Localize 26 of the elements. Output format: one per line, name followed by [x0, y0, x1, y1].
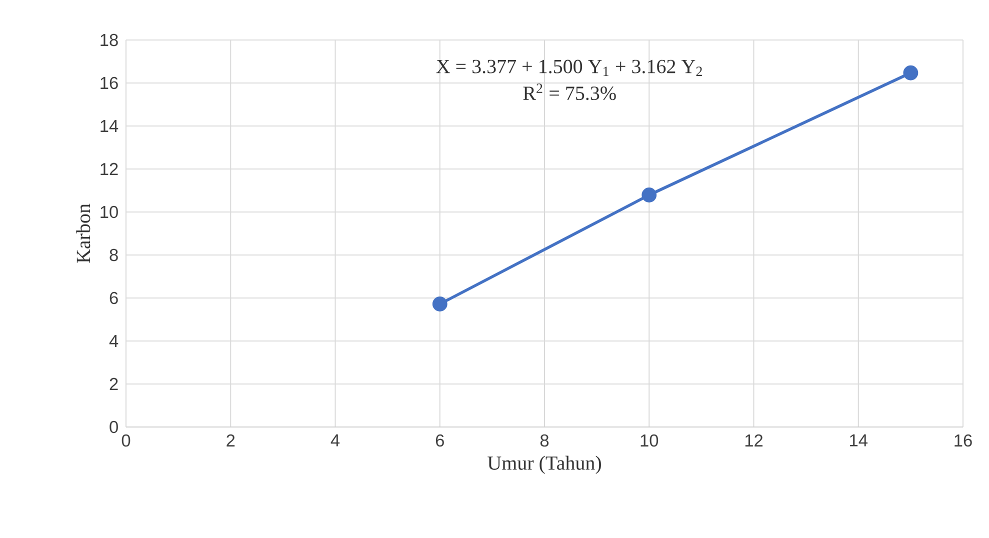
y-tick-label: 14 [100, 120, 118, 132]
x-tick-label: 14 [850, 434, 868, 446]
annotation: X = 3.377 + 1.500 Y$_{1}$ + 3.162 Y$_{2}$ [436, 60, 702, 76]
y-tick-label: 0 [110, 420, 118, 434]
x-tick-label: 8 [540, 434, 549, 447]
y-tick-label: 10 [100, 206, 118, 218]
x-tick-label: 0 [122, 434, 130, 447]
point [432, 296, 448, 312]
x-tick-label: 4 [330, 434, 340, 446]
y-tick-label: 4 [109, 335, 118, 347]
x-tick-label: 10 [640, 434, 658, 447]
y-tick-label: 16 [100, 76, 118, 90]
y-tick-label: 2 [110, 378, 118, 390]
point [903, 65, 918, 80]
x-axis-title: Umur (Tahun) [488, 456, 601, 474]
y-tick-label: 8 [110, 248, 118, 262]
x-tick-label: 2 [226, 434, 235, 446]
x-tick-label: 12 [745, 434, 763, 446]
point [642, 188, 657, 202]
y-tick-label: 12 [100, 162, 118, 176]
y-axis-title: Karbon [76, 204, 90, 263]
annotation: R$^{2}$ = 75.3% [523, 84, 616, 100]
x-tick-label: 16 [954, 434, 972, 447]
y-tick-label: 18 [100, 34, 118, 46]
y-tick-label: 6 [110, 292, 118, 304]
x-tick-label: 6 [436, 434, 444, 447]
